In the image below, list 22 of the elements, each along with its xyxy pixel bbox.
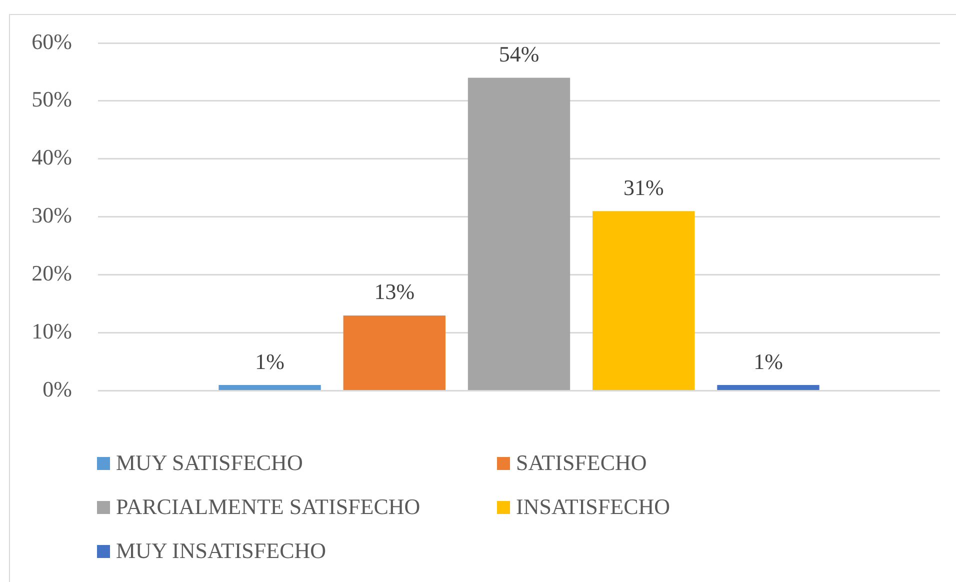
legend-label: INSATISFECHO xyxy=(516,494,670,520)
y-tick-label: 60% xyxy=(32,28,72,54)
bar xyxy=(717,385,820,390)
y-tick-label: 10% xyxy=(32,318,72,344)
data-label: 1% xyxy=(754,348,783,374)
data-label: 1% xyxy=(255,348,284,374)
data-label: 31% xyxy=(623,174,664,200)
data-label: 13% xyxy=(374,279,415,304)
y-tick-label: 20% xyxy=(32,260,72,286)
y-tick-label: 0% xyxy=(42,376,72,402)
y-tick-label: 50% xyxy=(32,86,72,112)
legend-label: MUY SATISFECHO xyxy=(116,450,303,476)
legend-label: PARCIALMENTE SATISFECHO xyxy=(116,494,420,520)
y-tick-label: 40% xyxy=(32,144,72,170)
bar xyxy=(343,315,446,390)
legend-label: MUY INSATISFECHO xyxy=(116,538,326,564)
bar xyxy=(468,78,570,390)
bar xyxy=(218,385,321,390)
bar xyxy=(592,211,695,390)
legend-label: SATISFECHO xyxy=(516,450,647,476)
data-label: 54% xyxy=(498,42,540,67)
y-tick-label: 30% xyxy=(32,202,72,228)
